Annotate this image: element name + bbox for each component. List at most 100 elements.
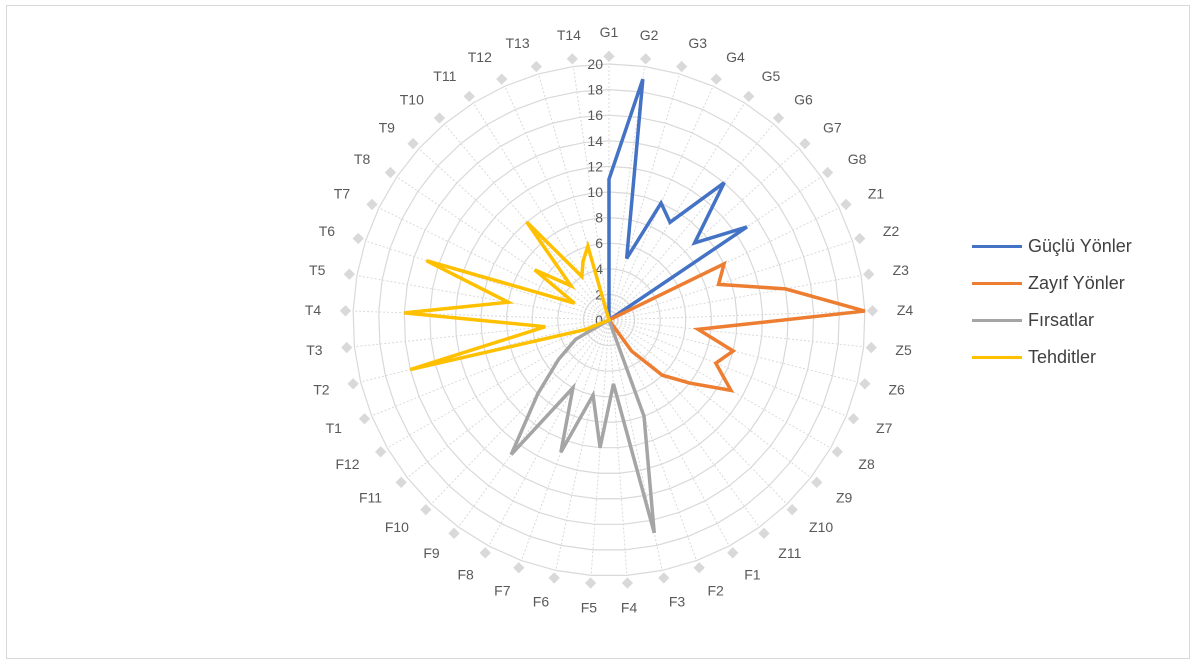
radar-ring: [480, 191, 738, 449]
category-label: T5: [309, 262, 326, 278]
axis-marker: [347, 378, 359, 390]
axis-marker: [840, 198, 852, 211]
radar-spoke: [608, 102, 746, 321]
chart-frame: 0 2 4 6 8 10 12 14 16 18 20 G1 G2 G3 G4 G5 G6 G7 G8 Z1 Z2 Z3…: [6, 5, 1190, 659]
radar-ring: [506, 216, 712, 423]
axis-marker: [743, 90, 755, 103]
legend-swatch: [972, 282, 1022, 285]
legend-label: Fırsatlar: [1028, 310, 1095, 330]
radar-spoke: [608, 148, 800, 321]
radar-chart: 0 2 4 6 8 10 12 14 16 18 20 G1 G2 G3 G4 G5 G6 G7 G8 Z1 Z2 Z3…: [305, 24, 914, 615]
radar-ring: [378, 88, 840, 551]
category-label: Z2: [883, 223, 900, 239]
axis-marker: [640, 53, 652, 65]
category-label: T12: [468, 49, 492, 65]
axis-marker: [584, 577, 597, 589]
category-label: F7: [494, 583, 511, 599]
legend: Güçlü Yönler Zayıf Yönler Fırsatlar Tehd…: [972, 228, 1132, 376]
axis-marker: [366, 198, 378, 211]
radar-spoke: [356, 275, 610, 321]
category-label: T9: [379, 119, 396, 135]
category-label: G7: [823, 119, 842, 135]
category-label: G1: [600, 24, 619, 40]
axis-marker: [866, 305, 879, 317]
category-label: Z10: [809, 519, 833, 535]
category-label: Z5: [895, 342, 912, 358]
radial-tick-label: 4: [595, 261, 603, 277]
category-label: T4: [305, 302, 322, 318]
radial-tick-label: 6: [595, 235, 603, 251]
category-label: G6: [794, 91, 813, 107]
axis-marker: [548, 572, 560, 584]
axis-marker: [821, 166, 834, 179]
radar-spoke: [354, 319, 610, 348]
legend-swatch: [972, 356, 1022, 359]
axis-marker: [758, 527, 770, 539]
radial-tick-label: 18: [587, 82, 603, 98]
axis-marker: [341, 341, 353, 354]
category-label: Z7: [876, 420, 893, 436]
category-label: T2: [313, 382, 330, 398]
axis-marker: [530, 60, 542, 73]
category-label: F2: [708, 583, 725, 599]
radar-ring: [429, 140, 789, 500]
category-label: G2: [640, 27, 659, 43]
category-label: F1: [744, 566, 761, 582]
axis-marker: [339, 305, 352, 317]
category-label: T6: [319, 223, 336, 239]
axis-marker: [420, 504, 432, 516]
legend-item-tehditler: Tehditler: [972, 339, 1132, 376]
radar-ring: [454, 165, 764, 474]
axis-marker: [727, 547, 739, 559]
category-label: G8: [848, 151, 867, 167]
axis-marker: [693, 562, 705, 574]
axis-marker: [786, 504, 798, 516]
radial-tick-label: 20: [587, 56, 603, 72]
series-line-4: [404, 220, 612, 372]
category-label: T13: [505, 35, 529, 51]
category-label: Z9: [836, 489, 853, 505]
radial-tick-label: 12: [587, 158, 603, 174]
legend-swatch: [972, 245, 1022, 248]
category-label: G3: [688, 35, 707, 51]
category-label: F4: [621, 599, 638, 615]
legend-label: Güçlü Yönler: [1028, 236, 1132, 256]
category-label: Z8: [858, 456, 875, 472]
axis-marker: [799, 137, 811, 150]
legend-item-guclu-yonler: Güçlü Yönler: [972, 228, 1132, 265]
category-label: F5: [581, 599, 598, 615]
category-label: F12: [335, 456, 359, 472]
axis-marker: [463, 90, 475, 103]
category-label: G4: [726, 49, 745, 65]
category-label: Z6: [888, 382, 905, 398]
axis-marker: [854, 232, 866, 245]
radar-spoke: [555, 319, 610, 571]
axis-marker: [407, 137, 419, 150]
series-line-2: [606, 260, 866, 393]
axis-marker: [863, 268, 875, 280]
axis-marker: [658, 572, 670, 584]
category-label: Z3: [893, 262, 910, 278]
category-label: F6: [533, 594, 550, 610]
category-label: T10: [400, 91, 424, 107]
radar-spoke: [458, 319, 610, 528]
category-label: T11: [433, 68, 456, 84]
legend-item-firsatlar: Fırsatlar: [972, 302, 1132, 339]
axis-marker: [448, 527, 460, 539]
axis-marker: [772, 112, 785, 124]
radar-spoke: [608, 319, 760, 528]
legend-label: Zayıf Yönler: [1028, 273, 1125, 293]
series-lines: [404, 78, 866, 534]
category-label: F8: [457, 566, 474, 582]
axis-marker: [621, 577, 634, 589]
legend-item-zayif-yonler: Zayıf Yönler: [972, 265, 1132, 302]
axis-marker: [710, 73, 722, 85]
legend-label: Tehditler: [1028, 347, 1097, 367]
category-label: F11: [359, 489, 382, 505]
axis-marker: [358, 413, 371, 425]
radar-spoke: [572, 66, 610, 321]
axis-marker: [859, 378, 871, 390]
category-label: F3: [669, 594, 686, 610]
axis-marker: [603, 50, 615, 62]
